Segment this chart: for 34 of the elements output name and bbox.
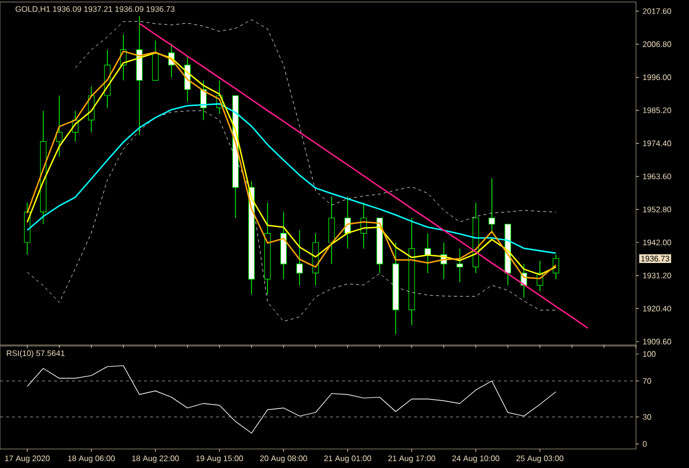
y-tick-label: 1909.60 — [643, 338, 672, 344]
y-tick-label: 1996.00 — [643, 74, 672, 80]
candlestick — [56, 95, 62, 158]
annotation: 1936.73 — [641, 256, 670, 262]
y-tick-label: 1931.20 — [643, 272, 672, 278]
candlestick — [424, 232, 431, 274]
y-tick-label: 1920.40 — [643, 306, 672, 312]
candlestick — [552, 254, 560, 280]
candlestick — [296, 230, 303, 286]
y-tick-label: 1974.40 — [643, 140, 672, 146]
y-tick-label: 1963.60 — [643, 174, 672, 180]
x-tick-label: 24 Aug 10:00 — [452, 456, 500, 463]
candlestick — [456, 248, 463, 283]
y-tick-label: 100 — [643, 351, 656, 357]
y-tick-label: 1952.80 — [643, 206, 672, 212]
x-tick-label: 19 Aug 15:00 — [196, 456, 243, 463]
x-tick-label: 18 Aug 22:00 — [132, 456, 179, 463]
chart-title: GOLD,H1 1936.09 1937.21 1936.09 1936.73 — [16, 6, 175, 13]
y-tick-label: 70 — [642, 378, 652, 384]
y-tick-label: 2017.60 — [642, 8, 672, 14]
line-series — [138, 22, 589, 329]
y-tick-label: 30 — [642, 414, 652, 420]
x-tick-label: 18 Aug 06:00 — [68, 456, 115, 463]
x-tick-label: 21 Aug 17:00 — [388, 456, 436, 463]
y-tick-label: 1942.00 — [643, 240, 672, 246]
y-tick-label: 1985.20 — [643, 107, 672, 114]
line-series — [26, 365, 556, 434]
chart-title: RSI(10) 57.5641 — [6, 350, 65, 358]
x-tick-label: 20 Aug 08:00 — [260, 456, 308, 463]
x-tick-label: 17 Aug 2020 — [5, 456, 50, 463]
y-tick-label: 0 — [642, 441, 647, 447]
x-tick-label: 21 Aug 01:00 — [324, 456, 372, 463]
y-tick-label: 2006.80 — [642, 41, 672, 48]
x-tick-label: 25 Aug 03:00 — [516, 456, 564, 463]
